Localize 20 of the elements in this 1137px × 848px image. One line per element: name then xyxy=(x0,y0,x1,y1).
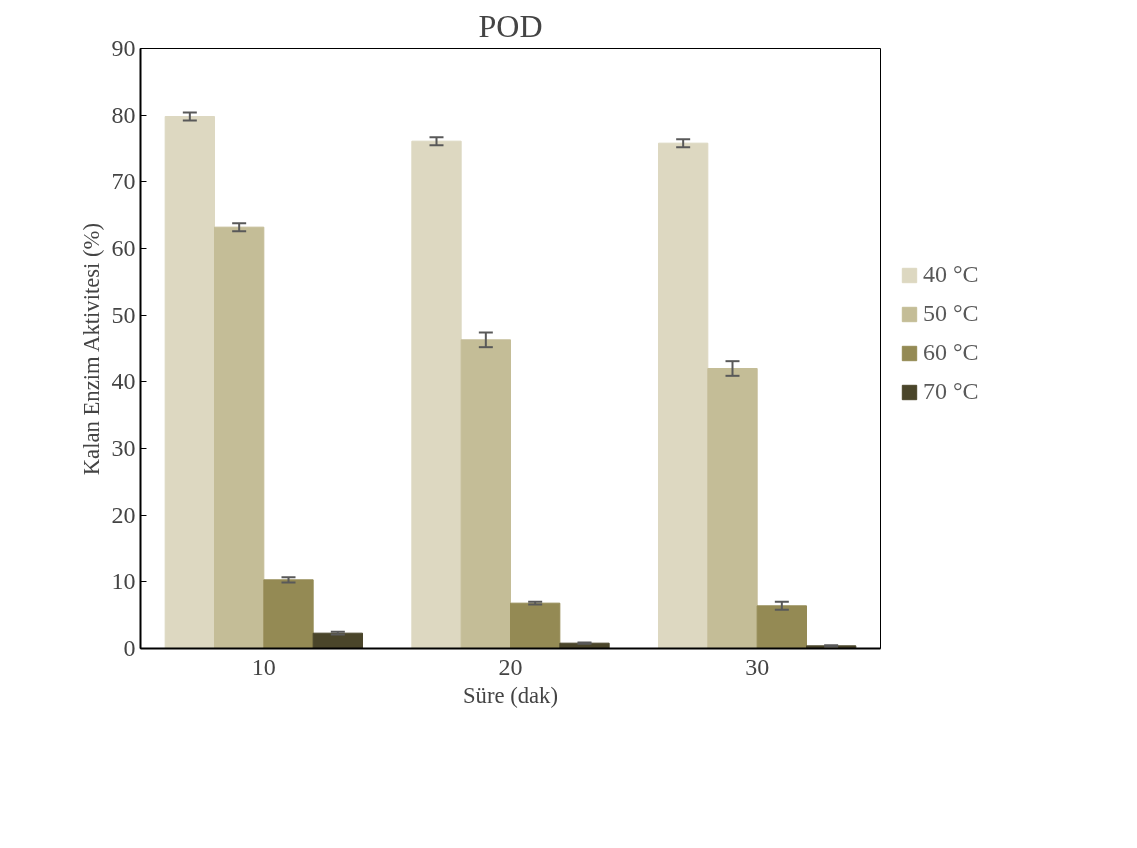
x-axis-title: Süre (dak) xyxy=(463,682,558,708)
x-tick-label: 30 xyxy=(745,653,770,680)
legend-label: 40 °C xyxy=(923,261,979,288)
y-tick-label: 30 xyxy=(111,435,136,461)
x-tick-label: 20 xyxy=(498,653,523,680)
chart-title: POD xyxy=(478,7,543,44)
legend-label: 50 °C xyxy=(923,300,979,327)
x-tick-label: 10 xyxy=(251,653,276,680)
y-tick-label: 50 xyxy=(111,301,136,328)
y-tick-label: 80 xyxy=(111,101,136,128)
y-tick-label: 40 xyxy=(111,368,136,395)
y-tick-label: 10 xyxy=(111,568,136,595)
legend-label: 70 °C xyxy=(923,378,979,405)
y-tick-label: 20 xyxy=(111,501,136,528)
y-axis-title: Kalan Enzim Aktivitesi (%) xyxy=(78,222,104,476)
y-tick-label: 70 xyxy=(111,168,136,195)
y-tick-label: 60 xyxy=(111,235,136,261)
y-tick-label: 90 xyxy=(111,35,136,61)
y-tick-label: 0 xyxy=(123,635,136,661)
legend-label: 60 °C xyxy=(923,339,979,366)
